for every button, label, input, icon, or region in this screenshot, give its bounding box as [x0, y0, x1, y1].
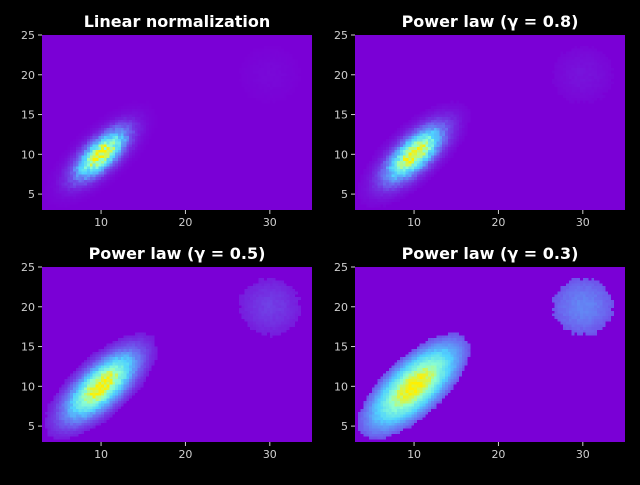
y-tick-label: 10 — [334, 380, 348, 393]
y-tick-label: 15 — [334, 341, 348, 354]
heatmap-image — [355, 35, 625, 210]
y-tick-label: 25 — [334, 261, 348, 274]
x-tick-label: 20 — [491, 448, 505, 461]
x-tick-label: 10 — [94, 448, 108, 461]
panel-1: Linear normalization 10 20 30 5 10 15 20 25 — [21, 12, 312, 229]
axis-ticks: 10 20 30 5 10 15 20 25 — [334, 29, 590, 229]
x-tick-label: 10 — [407, 448, 421, 461]
panel-title: Power law (γ = 0.8) — [402, 12, 579, 31]
axis-ticks: 10 20 30 5 10 15 20 25 — [334, 261, 590, 461]
y-tick-label: 20 — [334, 69, 348, 82]
panel-4: Power law (γ = 0.3) 10 20 30 5 10 15 20 25 — [334, 244, 625, 461]
heatmap-image — [42, 35, 312, 210]
y-tick-label: 25 — [21, 261, 35, 274]
x-tick-label: 30 — [263, 448, 277, 461]
heatmap-image — [42, 267, 312, 442]
heatmap-image — [355, 267, 625, 442]
x-tick-label: 20 — [491, 216, 505, 229]
y-tick-label: 20 — [334, 301, 348, 314]
x-tick-label: 30 — [576, 448, 590, 461]
y-tick-label: 10 — [21, 380, 35, 393]
panel-title: Power law (γ = 0.5) — [89, 244, 266, 263]
y-tick-label: 5 — [28, 420, 35, 433]
panel-2: Power law (γ = 0.8) 10 20 30 5 10 15 20 25 — [334, 12, 625, 229]
y-tick-label: 25 — [21, 29, 35, 42]
y-tick-label: 15 — [21, 109, 35, 122]
x-tick-label: 20 — [178, 216, 192, 229]
y-tick-label: 20 — [21, 69, 35, 82]
y-tick-label: 5 — [341, 420, 348, 433]
axis-ticks: 10 20 30 5 10 15 20 25 — [21, 261, 277, 461]
y-tick-label: 20 — [21, 301, 35, 314]
x-tick-label: 10 — [407, 216, 421, 229]
y-tick-label: 25 — [334, 29, 348, 42]
y-tick-label: 15 — [334, 109, 348, 122]
axis-ticks: 10 20 30 5 10 15 20 25 — [21, 29, 277, 229]
x-tick-label: 20 — [178, 448, 192, 461]
x-tick-label: 30 — [263, 216, 277, 229]
y-tick-label: 10 — [334, 148, 348, 161]
panel-3: Power law (γ = 0.5) 10 20 30 5 10 15 20 25 — [21, 244, 312, 461]
y-tick-label: 5 — [28, 188, 35, 201]
y-tick-label: 10 — [21, 148, 35, 161]
y-tick-label: 15 — [21, 341, 35, 354]
x-tick-label: 10 — [94, 216, 108, 229]
panel-title: Power law (γ = 0.3) — [402, 244, 579, 263]
y-tick-label: 5 — [341, 188, 348, 201]
x-tick-label: 30 — [576, 216, 590, 229]
panel-title: Linear normalization — [84, 12, 271, 31]
